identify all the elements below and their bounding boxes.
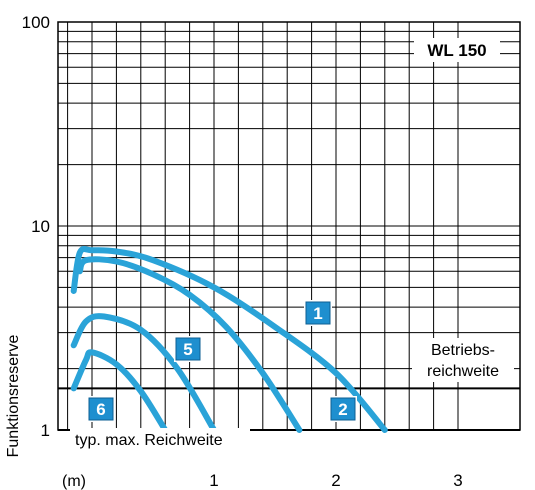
plot-frame (57, 21, 521, 431)
y-tick-label: 10 (31, 217, 50, 236)
series-badge-5: 5 (174, 336, 202, 362)
series-line-1 (70, 246, 388, 433)
series-line-5 (70, 313, 217, 433)
operating-range-text: Betriebs- (431, 342, 495, 359)
series-badge-label: 1 (313, 304, 322, 323)
operating-range-label: Betriebs-reichweite (412, 338, 514, 382)
x-tick-label: 2 (331, 471, 340, 490)
series-badge-1: 1 (304, 300, 332, 326)
series-badge-2: 2 (329, 396, 357, 422)
operating-range-bg (412, 338, 514, 382)
series-line-2 (76, 256, 303, 433)
x-unit-label: (m) (62, 473, 86, 490)
series-badge-6: 6 (87, 396, 115, 422)
tick-labels: 1 2 3 1 10 100 (22, 13, 463, 490)
series-badge-label: 6 (96, 400, 105, 419)
max-range-label: typ. max. Reichweite (70, 428, 250, 449)
series-badge-label: 5 (183, 340, 192, 359)
operating-range-text: reichweite (427, 363, 499, 380)
series-badges: 1 2 5 6 (87, 300, 357, 422)
y-tick-label: 100 (22, 13, 50, 32)
chart-title: WL 150 (427, 41, 486, 60)
y-axis-label: Funktionsreserve (5, 335, 22, 458)
grid (58, 22, 520, 430)
y-tick-label: 1 (41, 421, 50, 440)
max-range-text: typ. max. Reichweite (75, 432, 223, 449)
series-badge-label: 2 (338, 400, 347, 419)
series-curves (70, 246, 388, 433)
x-tick-label: 1 (209, 471, 218, 490)
title-box: WL 150 (414, 38, 500, 62)
series-line-6 (70, 349, 169, 433)
x-tick-label: 3 (453, 471, 462, 490)
